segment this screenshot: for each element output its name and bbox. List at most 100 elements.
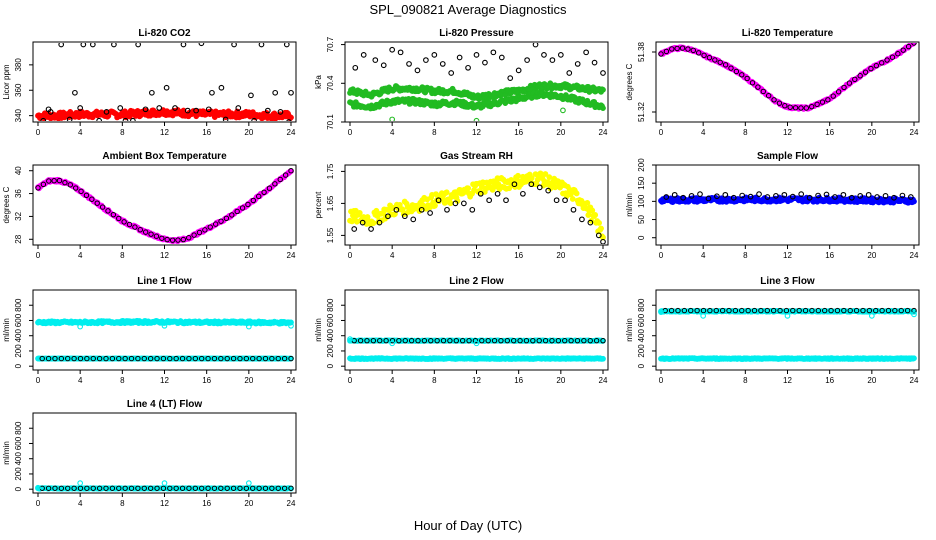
data-point <box>681 307 688 314</box>
data-point <box>288 89 294 96</box>
data-point <box>904 307 911 314</box>
y-tick-label: 32 <box>14 211 23 220</box>
data-point <box>447 337 453 344</box>
data-point <box>272 181 278 187</box>
data-point <box>45 106 52 113</box>
data-point <box>77 355 84 362</box>
data-point <box>72 185 79 191</box>
data-point <box>515 67 522 74</box>
data-point <box>790 307 796 314</box>
data-point <box>83 192 90 199</box>
data-point <box>66 116 73 121</box>
data-point <box>705 195 712 202</box>
series-4 <box>39 355 294 362</box>
y-axis-label: degrees C <box>2 186 11 223</box>
data-point <box>45 355 52 362</box>
data-point <box>739 192 746 199</box>
x-tick-label: 24 <box>910 128 919 137</box>
data-point <box>732 307 739 314</box>
data-point <box>435 197 442 204</box>
panel-4: Ambient Box Temperature degrees C 0 4 8 12 16 2… <box>2 151 297 260</box>
data-point <box>431 52 438 58</box>
x-tick-label: 8 <box>432 128 437 137</box>
y-tick-label: 800 <box>14 298 23 312</box>
data-point <box>848 194 855 201</box>
data-point <box>212 221 219 227</box>
data-point <box>688 307 694 314</box>
data-point <box>587 337 593 344</box>
data-point <box>52 355 58 362</box>
data-point <box>169 237 176 243</box>
y-tick-label: 400 <box>14 451 23 465</box>
data-point <box>841 307 847 314</box>
data-point <box>452 200 459 207</box>
data-point <box>231 43 237 48</box>
x-tick-label: 20 <box>867 128 876 137</box>
x-tick-label: 16 <box>825 128 834 137</box>
panel-title: Sample Flow <box>757 151 818 162</box>
data-point <box>370 220 377 227</box>
data-point <box>198 485 205 491</box>
data-point <box>122 485 128 491</box>
data-point <box>802 307 809 314</box>
data-point <box>530 337 536 344</box>
data-point <box>862 69 869 75</box>
data-point <box>205 485 211 491</box>
data-point <box>679 45 686 51</box>
data-point <box>376 219 383 226</box>
data-point <box>555 337 562 344</box>
data-point <box>573 190 580 197</box>
x-tick-label: 0 <box>36 128 41 137</box>
x-tick-label: 8 <box>743 251 748 260</box>
data-point <box>549 337 555 344</box>
data-point <box>663 48 670 55</box>
x-tick-label: 12 <box>160 128 169 137</box>
data-point <box>688 193 695 199</box>
data-point <box>841 84 847 91</box>
data-point <box>600 86 606 93</box>
series-3 <box>351 337 606 344</box>
x-tick-label: 16 <box>825 251 834 260</box>
data-point <box>579 216 585 223</box>
data-point <box>490 49 497 56</box>
data-point <box>222 116 229 121</box>
x-tick-label: 16 <box>202 376 211 385</box>
data-point <box>697 191 703 197</box>
x-tick-label: 20 <box>244 128 253 137</box>
y-tick-label: 28 <box>14 234 23 243</box>
data-point <box>485 337 491 344</box>
x-tick-label: 0 <box>348 128 353 137</box>
data-point <box>414 67 421 74</box>
data-point <box>528 181 535 188</box>
data-point <box>796 307 802 314</box>
data-point <box>223 215 230 222</box>
series-2 <box>351 181 606 244</box>
data-point <box>701 52 707 59</box>
data-point <box>351 226 358 232</box>
data-point <box>180 236 187 243</box>
data-point <box>581 337 587 344</box>
panel-6: Sample Flow ml/min 0 4 8 12 16 20 24 0 50 100 150 200 <box>625 151 920 260</box>
data-point <box>760 88 766 95</box>
data-point <box>685 46 691 52</box>
data-point <box>173 355 179 362</box>
data-point <box>739 72 745 78</box>
data-point <box>447 200 454 207</box>
data-point <box>128 485 135 491</box>
data-point <box>167 485 173 491</box>
data-point <box>116 355 122 362</box>
data-point <box>722 62 729 68</box>
data-point <box>911 307 917 314</box>
data-point <box>852 76 858 83</box>
data-point <box>809 307 815 314</box>
data-point <box>803 105 810 111</box>
data-point <box>245 201 251 208</box>
x-tick-label: 24 <box>287 128 296 137</box>
data-point <box>882 193 889 199</box>
data-point <box>62 179 68 186</box>
data-point <box>857 193 864 199</box>
data-point <box>288 485 294 491</box>
data-point <box>149 89 155 96</box>
panel-frame <box>344 41 609 123</box>
data-point <box>281 355 288 362</box>
